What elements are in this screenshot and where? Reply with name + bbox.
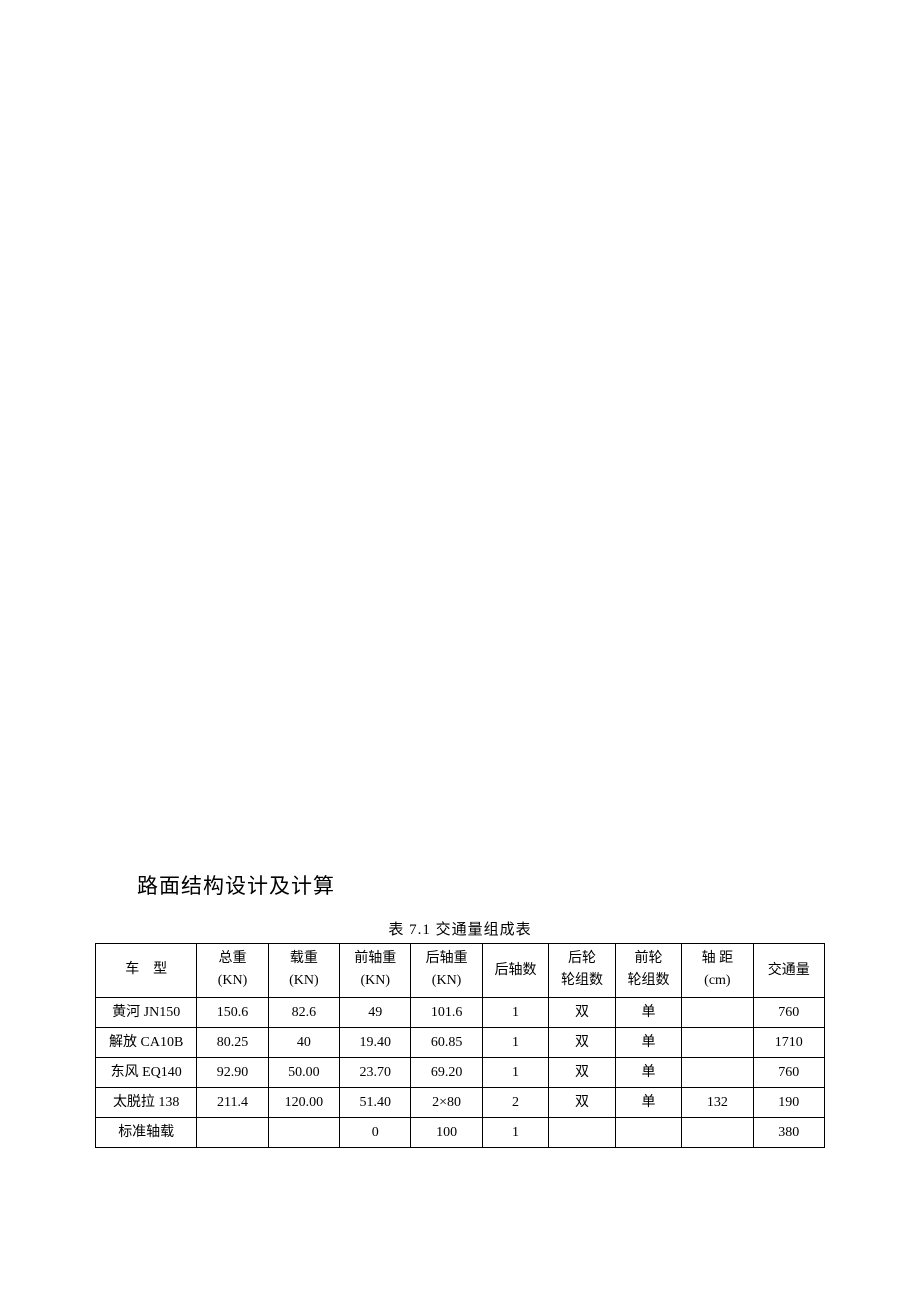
cell-model: 东风 EQ140 — [96, 1057, 197, 1087]
col-header-load-weight: 载重 (KN) — [268, 944, 339, 998]
table-header: 车 型 总重 (KN) 载重 (KN) 前轴重 (KN) 后轴重 (KN) — [96, 944, 825, 998]
cell-total-weight: 80.25 — [197, 1027, 268, 1057]
cell-total-weight — [197, 1117, 268, 1147]
col-header-traffic-volume: 交通量 — [753, 944, 824, 998]
col-header-front-wheel-group: 前轮 轮组数 — [615, 944, 681, 998]
cell-rear-axle-count: 1 — [482, 1057, 548, 1087]
cell-rear-axle-count: 1 — [482, 997, 548, 1027]
cell-total-weight: 150.6 — [197, 997, 268, 1027]
cell-front-axle: 0 — [340, 1117, 411, 1147]
col-header-front-axle: 前轴重 (KN) — [340, 944, 411, 998]
header-unit: (cm) — [704, 973, 730, 988]
header-text: 载重 — [290, 951, 318, 966]
cell-rear-wheel-group: 双 — [549, 1027, 615, 1057]
cell-rear-wheel-group — [549, 1117, 615, 1147]
col-header-total-weight: 总重 (KN) — [197, 944, 268, 998]
cell-wheelbase — [682, 1057, 753, 1087]
cell-wheelbase — [682, 1117, 753, 1147]
content-wrapper: 路面结构设计及计算 表 7.1 交通量组成表 车 型 总重 (KN) — [95, 870, 825, 1148]
cell-front-wheel-group: 单 — [615, 1087, 681, 1117]
cell-rear-axle: 2×80 — [411, 1087, 482, 1117]
cell-model: 黄河 JN150 — [96, 997, 197, 1027]
cell-rear-axle: 101.6 — [411, 997, 482, 1027]
cell-load-weight: 82.6 — [268, 997, 339, 1027]
cell-rear-axle-count: 1 — [482, 1027, 548, 1057]
header-text: 后轮 — [568, 951, 596, 966]
table-row: 太脱拉 138 211.4 120.00 51.40 2×80 2 双 单 13… — [96, 1087, 825, 1117]
cell-traffic-volume: 760 — [753, 1057, 824, 1087]
cell-rear-wheel-group: 双 — [549, 1057, 615, 1087]
col-header-rear-wheel-group: 后轮 轮组数 — [549, 944, 615, 998]
col-header-wheelbase: 轴 距 (cm) — [682, 944, 753, 998]
cell-front-axle: 19.40 — [340, 1027, 411, 1057]
cell-rear-axle: 60.85 — [411, 1027, 482, 1057]
cell-load-weight — [268, 1117, 339, 1147]
header-text: 前轮 — [634, 951, 662, 966]
header-unit: (KN) — [218, 973, 248, 988]
cell-front-wheel-group: 单 — [615, 997, 681, 1027]
cell-traffic-volume: 380 — [753, 1117, 824, 1147]
cell-front-wheel-group: 单 — [615, 1057, 681, 1087]
col-header-rear-axle-count: 后轴数 — [482, 944, 548, 998]
table-row: 东风 EQ140 92.90 50.00 23.70 69.20 1 双 单 7… — [96, 1057, 825, 1087]
header-unit: (KN) — [360, 973, 390, 988]
header-unit: (KN) — [289, 973, 319, 988]
cell-rear-axle: 100 — [411, 1117, 482, 1147]
cell-total-weight: 211.4 — [197, 1087, 268, 1117]
cell-load-weight: 50.00 — [268, 1057, 339, 1087]
cell-model: 标准轴载 — [96, 1117, 197, 1147]
cell-front-axle: 49 — [340, 997, 411, 1027]
cell-front-axle: 23.70 — [340, 1057, 411, 1087]
header-text: 前轴重 — [354, 951, 396, 966]
cell-wheelbase — [682, 997, 753, 1027]
cell-rear-axle-count: 2 — [482, 1087, 548, 1117]
cell-front-axle: 51.40 — [340, 1087, 411, 1117]
cell-rear-wheel-group: 双 — [549, 1087, 615, 1117]
page-heading: 路面结构设计及计算 — [137, 870, 825, 900]
traffic-composition-table: 车 型 总重 (KN) 载重 (KN) 前轴重 (KN) 后轴重 (KN) — [95, 943, 825, 1148]
cell-front-wheel-group — [615, 1117, 681, 1147]
cell-load-weight: 40 — [268, 1027, 339, 1057]
header-text: 交通量 — [768, 963, 810, 978]
cell-wheelbase: 132 — [682, 1087, 753, 1117]
cell-rear-axle: 69.20 — [411, 1057, 482, 1087]
cell-total-weight: 92.90 — [197, 1057, 268, 1087]
cell-rear-wheel-group: 双 — [549, 997, 615, 1027]
header-unit: 轮组数 — [627, 973, 669, 988]
cell-traffic-volume: 760 — [753, 997, 824, 1027]
table-row: 解放 CA10B 80.25 40 19.40 60.85 1 双 单 1710 — [96, 1027, 825, 1057]
header-unit: (KN) — [432, 973, 462, 988]
cell-traffic-volume: 190 — [753, 1087, 824, 1117]
table-header-row: 车 型 总重 (KN) 载重 (KN) 前轴重 (KN) 后轴重 (KN) — [96, 944, 825, 998]
header-unit: 轮组数 — [561, 973, 603, 988]
header-text: 轴 距 — [702, 951, 734, 966]
col-header-rear-axle: 后轴重 (KN) — [411, 944, 482, 998]
table-row: 标准轴载 0 100 1 380 — [96, 1117, 825, 1147]
cell-model: 太脱拉 138 — [96, 1087, 197, 1117]
cell-model: 解放 CA10B — [96, 1027, 197, 1057]
cell-load-weight: 120.00 — [268, 1087, 339, 1117]
table-row: 黄河 JN150 150.6 82.6 49 101.6 1 双 单 760 — [96, 997, 825, 1027]
cell-front-wheel-group: 单 — [615, 1027, 681, 1057]
header-text: 后轴重 — [426, 951, 468, 966]
header-text: 后轴数 — [494, 963, 536, 978]
table-body: 黄河 JN150 150.6 82.6 49 101.6 1 双 单 760 解… — [96, 997, 825, 1147]
cell-wheelbase — [682, 1027, 753, 1057]
cell-traffic-volume: 1710 — [753, 1027, 824, 1057]
header-text: 总重 — [219, 951, 247, 966]
table-caption: 表 7.1 交通量组成表 — [95, 918, 825, 939]
col-header-model: 车 型 — [96, 944, 197, 998]
header-text: 车 型 — [125, 962, 167, 977]
cell-rear-axle-count: 1 — [482, 1117, 548, 1147]
